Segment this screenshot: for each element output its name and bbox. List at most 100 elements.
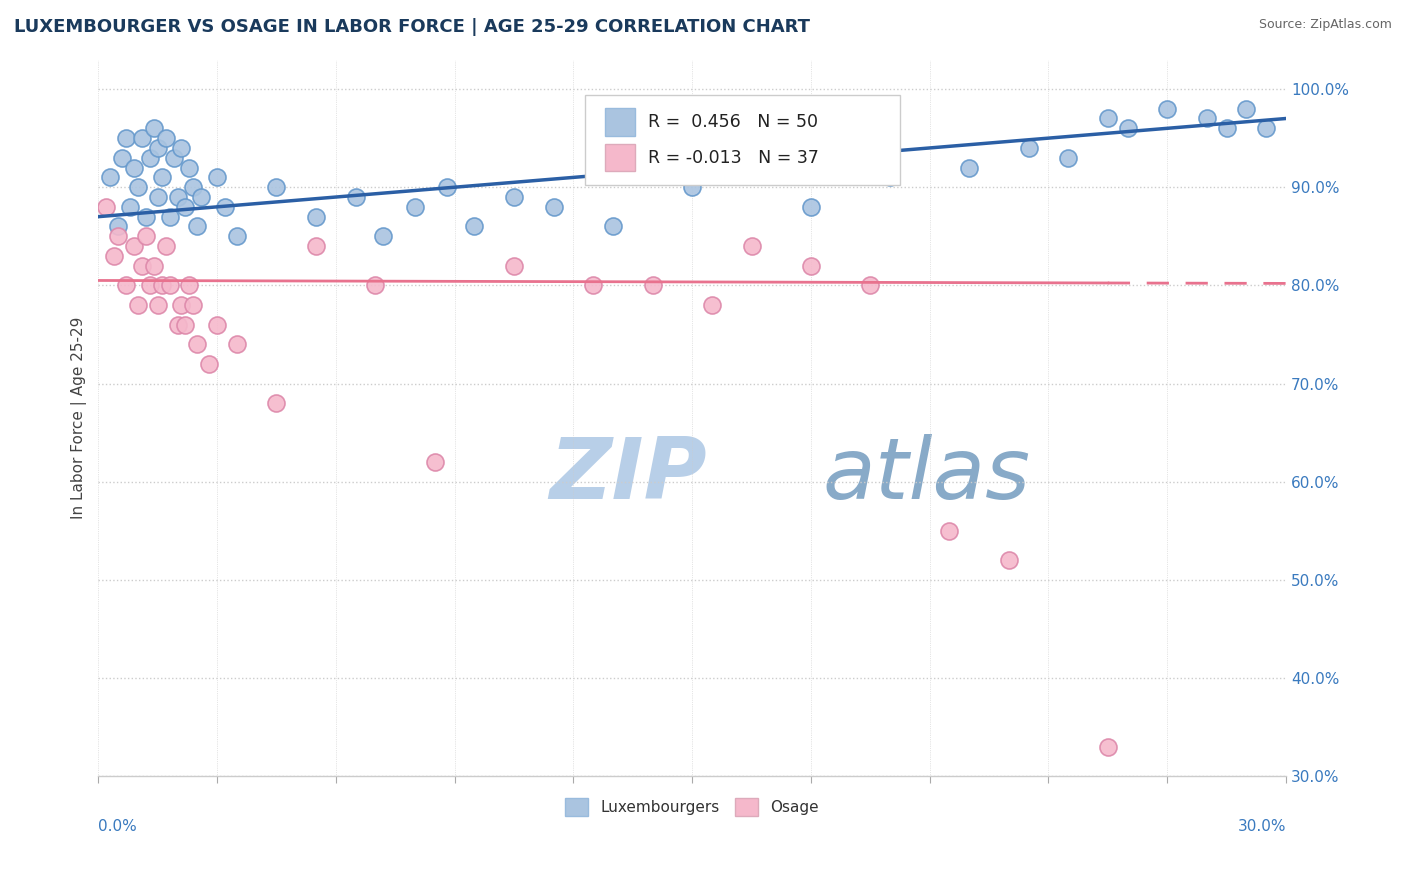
Point xyxy=(344,190,367,204)
Point xyxy=(170,141,193,155)
Text: 30.0%: 30.0% xyxy=(1237,819,1286,834)
Point xyxy=(142,121,165,136)
Point xyxy=(179,161,201,175)
Point xyxy=(131,259,153,273)
Point xyxy=(1057,151,1080,165)
Point xyxy=(131,131,153,145)
Point xyxy=(174,200,197,214)
FancyBboxPatch shape xyxy=(606,108,636,136)
Point xyxy=(1215,121,1237,136)
Text: R = -0.013   N = 37: R = -0.013 N = 37 xyxy=(648,149,820,167)
Point xyxy=(150,278,173,293)
Point xyxy=(135,210,157,224)
Point xyxy=(115,278,138,293)
Point xyxy=(957,161,980,175)
Point xyxy=(741,239,763,253)
Point xyxy=(436,180,458,194)
Point xyxy=(700,298,723,312)
Point xyxy=(146,190,169,204)
Point xyxy=(503,259,526,273)
Text: Source: ZipAtlas.com: Source: ZipAtlas.com xyxy=(1258,18,1392,31)
Point xyxy=(183,298,205,312)
Point xyxy=(146,298,169,312)
Point xyxy=(127,298,149,312)
Point xyxy=(404,200,426,214)
Point xyxy=(1156,102,1178,116)
Point xyxy=(122,239,145,253)
Text: LUXEMBOURGER VS OSAGE IN LABOR FORCE | AGE 25-29 CORRELATION CHART: LUXEMBOURGER VS OSAGE IN LABOR FORCE | A… xyxy=(14,18,810,36)
Point xyxy=(186,337,208,351)
Point xyxy=(681,180,703,194)
Point xyxy=(1256,121,1278,136)
Point xyxy=(174,318,197,332)
Point xyxy=(103,249,125,263)
Point xyxy=(879,170,901,185)
Text: atlas: atlas xyxy=(823,434,1031,516)
Point xyxy=(1097,112,1119,126)
Point xyxy=(305,239,328,253)
Point xyxy=(205,318,228,332)
Point xyxy=(190,190,212,204)
Point xyxy=(266,180,288,194)
Legend: Luxembourgers, Osage: Luxembourgers, Osage xyxy=(560,791,825,822)
Point xyxy=(859,278,882,293)
Point xyxy=(938,524,960,538)
Point xyxy=(214,200,236,214)
Point xyxy=(800,259,823,273)
Point xyxy=(166,318,188,332)
Point xyxy=(582,278,605,293)
Point xyxy=(155,131,177,145)
Point xyxy=(186,219,208,234)
Point xyxy=(225,337,247,351)
Point xyxy=(1195,112,1218,126)
Point xyxy=(1097,739,1119,754)
Point xyxy=(98,170,121,185)
Text: 0.0%: 0.0% xyxy=(98,819,138,834)
Point xyxy=(107,219,129,234)
Text: R =  0.456   N = 50: R = 0.456 N = 50 xyxy=(648,113,818,131)
Point xyxy=(1116,121,1139,136)
Point xyxy=(602,219,624,234)
Point xyxy=(1018,141,1040,155)
Point xyxy=(159,278,181,293)
Point xyxy=(373,229,395,244)
Point xyxy=(364,278,387,293)
Point xyxy=(543,200,565,214)
Point xyxy=(118,200,141,214)
Point xyxy=(162,151,184,165)
Point xyxy=(139,278,162,293)
Point xyxy=(150,170,173,185)
Point xyxy=(800,200,823,214)
Point xyxy=(463,219,485,234)
Point xyxy=(998,553,1021,567)
Point xyxy=(107,229,129,244)
Y-axis label: In Labor Force | Age 25-29: In Labor Force | Age 25-29 xyxy=(72,317,87,519)
Point xyxy=(179,278,201,293)
Point xyxy=(641,278,664,293)
Point xyxy=(127,180,149,194)
Point xyxy=(142,259,165,273)
Point xyxy=(225,229,247,244)
Point xyxy=(183,180,205,194)
Point xyxy=(170,298,193,312)
Point xyxy=(159,210,181,224)
Point xyxy=(266,396,288,410)
Point xyxy=(423,455,446,469)
Point xyxy=(115,131,138,145)
Point xyxy=(1234,102,1257,116)
Point xyxy=(205,170,228,185)
Point xyxy=(135,229,157,244)
Point xyxy=(305,210,328,224)
Point xyxy=(146,141,169,155)
Point xyxy=(96,200,118,214)
Point xyxy=(111,151,134,165)
Point xyxy=(198,357,221,371)
FancyBboxPatch shape xyxy=(606,145,636,171)
Point xyxy=(122,161,145,175)
Point xyxy=(166,190,188,204)
Point xyxy=(139,151,162,165)
FancyBboxPatch shape xyxy=(585,95,900,185)
Text: ZIP: ZIP xyxy=(550,434,707,516)
Point xyxy=(503,190,526,204)
Point xyxy=(155,239,177,253)
